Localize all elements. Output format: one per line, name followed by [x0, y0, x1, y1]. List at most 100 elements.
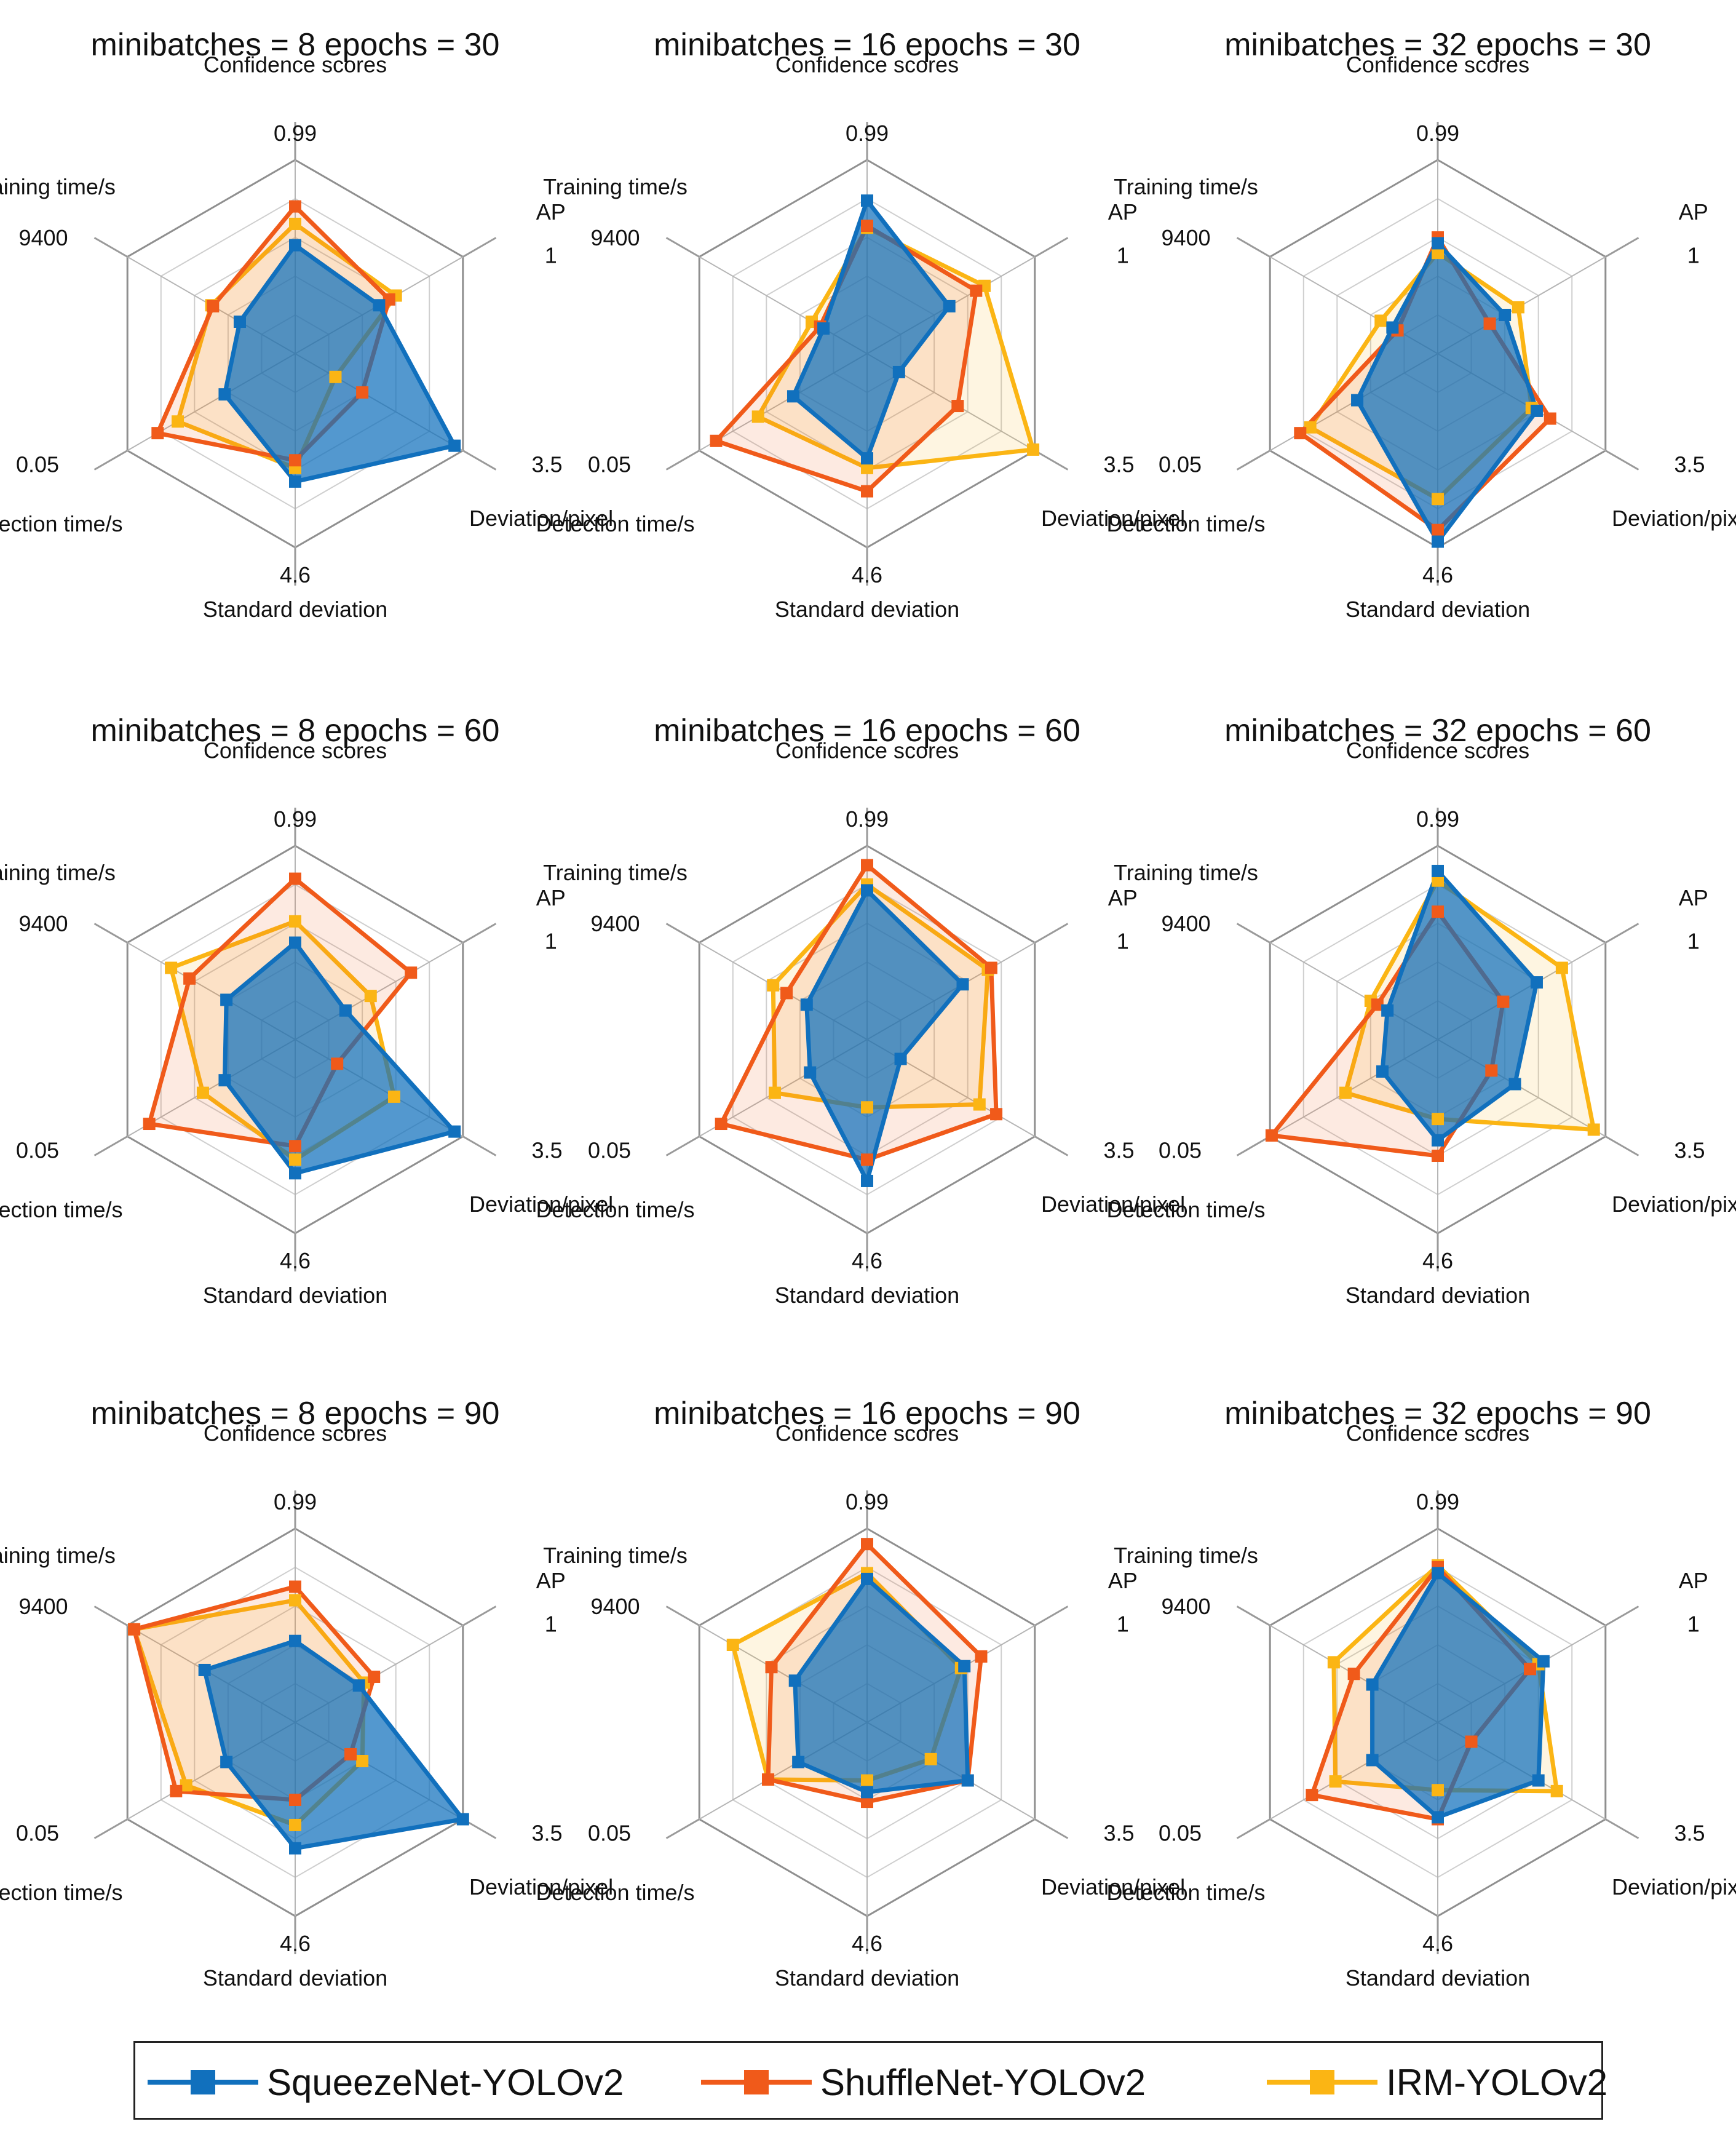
marker-shufflenet-stddev: [289, 1794, 301, 1806]
axis-max-deviation: 3.5: [1103, 1138, 1134, 1163]
marker-squeezenet-detection-time: [804, 1066, 817, 1079]
marker-squeezenet-training-time: [1381, 1004, 1394, 1017]
marker-squeezenet-deviation: [894, 1052, 907, 1065]
axis-label-deviation: Deviation/pixel: [469, 506, 613, 531]
marker-shufflenet-confidence: [289, 872, 301, 885]
axis-max-deviation: 3.5: [1674, 452, 1705, 477]
marker-shufflenet-ap: [975, 1650, 988, 1663]
axis-extension: [665, 1605, 700, 1626]
axis-max-confidence: 0.99: [1416, 806, 1459, 832]
marker-shufflenet-detection-time: [1294, 427, 1307, 440]
axis-label-confidence: Confidence scores: [775, 738, 959, 763]
axis-label-detection-time: Detection time/s: [536, 511, 694, 536]
marker-irm-training-time: [726, 1639, 739, 1651]
axis-label-deviation: Deviation/pixel: [1041, 1191, 1185, 1217]
marker-shufflenet-deviation: [356, 386, 369, 399]
marker-irm-training-time: [1327, 1656, 1340, 1669]
axis-max-ap: 1: [1117, 1611, 1129, 1636]
marker-irm-deviation: [1027, 443, 1040, 456]
axis-label-confidence: Confidence scores: [775, 52, 959, 78]
legend-label-squeezenet: SqueezeNet-YOLOv2: [267, 2061, 624, 2103]
marker-irm-stddev: [1432, 1784, 1444, 1797]
axis-max-stddev: 4.6: [1422, 1248, 1453, 1273]
axis-label-deviation: Deviation/pixel: [1612, 1191, 1736, 1217]
axis-label-detection-time: Detection time/s: [1106, 1880, 1265, 1905]
marker-irm-stddev: [861, 1774, 873, 1787]
marker-squeezenet-ap: [1537, 1655, 1550, 1668]
axis-max-ap: 1: [545, 1611, 557, 1636]
legend-item-irm: IRM-YOLOv2: [1267, 2043, 1607, 2122]
marker-irm-detection-time: [751, 410, 764, 423]
marker-squeezenet-ap: [339, 1004, 352, 1017]
axis-extension: [665, 450, 700, 471]
marker-shufflenet-detection-time: [762, 1773, 775, 1786]
axis-label-detection-time: Detection time/s: [536, 1880, 694, 1905]
marker-irm-deviation: [924, 1752, 937, 1765]
marker-shufflenet-confidence: [861, 859, 873, 872]
axis-max-detection-time: 0.05: [588, 452, 631, 477]
marker-shufflenet-training-time: [128, 1623, 141, 1636]
marker-irm-stddev: [289, 1818, 301, 1831]
marker-shufflenet-deviation: [1544, 412, 1556, 425]
axis-max-training-time: 9400: [590, 1594, 640, 1619]
marker-irm-confidence: [289, 1594, 301, 1607]
marker-squeezenet-confidence: [1432, 864, 1444, 877]
axis-max-training-time: 9400: [590, 911, 640, 936]
marker-shufflenet-detection-time: [710, 434, 723, 447]
axis-extension: [462, 237, 497, 258]
axis-max-ap: 1: [1687, 1611, 1700, 1636]
axis-extension: [462, 1136, 497, 1156]
axis-label-training-time: Training time/s: [1114, 174, 1258, 199]
axis-max-training-time: 9400: [18, 225, 68, 250]
marker-squeezenet-training-time: [1366, 1678, 1379, 1691]
axis-label-detection-time: Detection time/s: [1106, 1197, 1265, 1222]
marker-squeezenet-training-time: [198, 1663, 211, 1676]
axis-max-stddev: 4.6: [852, 1931, 882, 1956]
marker-irm-confidence: [289, 217, 301, 230]
marker-squeezenet-stddev: [1432, 1134, 1444, 1147]
chart-title: minibatches = 16 epochs = 90: [654, 1396, 1080, 1431]
marker-shufflenet-ap: [1483, 317, 1496, 330]
axis-max-stddev: 4.6: [280, 1931, 311, 1956]
marker-squeezenet-stddev: [861, 1174, 873, 1187]
axis-label-deviation: Deviation/pixel: [1041, 506, 1185, 531]
marker-irm-ap: [364, 990, 377, 1003]
axis-label-stddev: Standard deviation: [1346, 597, 1530, 622]
axis-label-training-time: Training time/s: [0, 1543, 116, 1568]
axis-max-deviation: 3.5: [531, 452, 562, 477]
marker-squeezenet-training-time: [233, 316, 246, 328]
axis-max-ap: 1: [1687, 928, 1700, 953]
axis-label-stddev: Standard deviation: [1346, 1965, 1530, 1991]
axis-label-ap: AP: [1679, 885, 1708, 910]
marker-squeezenet-confidence: [1432, 1567, 1444, 1580]
axis-max-confidence: 0.99: [846, 1489, 889, 1514]
legend-swatch-squeezenet: [148, 2070, 258, 2094]
marker-shufflenet-deviation: [951, 400, 964, 413]
axis-max-detection-time: 0.05: [1159, 1821, 1202, 1846]
marker-irm-training-time: [165, 961, 178, 974]
marker-irm-training-time: [767, 979, 780, 992]
chart-title: minibatches = 32 epochs = 60: [1224, 713, 1651, 749]
marker-squeezenet-confidence: [289, 1634, 301, 1647]
axis-label-confidence: Confidence scores: [204, 52, 387, 78]
axis-extension: [93, 1605, 128, 1626]
marker-squeezenet-ap: [352, 1679, 365, 1692]
marker-squeezenet-detection-time: [1376, 1065, 1389, 1078]
axis-label-deviation: Deviation/pixel: [1041, 1874, 1185, 1899]
marker-irm-stddev: [1432, 493, 1444, 506]
axis-extension: [462, 1605, 497, 1626]
marker-squeezenet-detection-time: [218, 1074, 231, 1087]
axis-label-confidence: Confidence scores: [1346, 1421, 1529, 1446]
axis-max-deviation: 3.5: [1103, 452, 1134, 477]
axis-extension: [1605, 1136, 1639, 1156]
marker-shufflenet-ap: [382, 293, 395, 306]
marker-shufflenet-deviation: [1485, 1064, 1498, 1077]
legend-label-irm: IRM-YOLOv2: [1386, 2061, 1608, 2103]
marker-shufflenet-stddev: [289, 454, 301, 467]
axis-extension: [1034, 1136, 1069, 1156]
axis-extension: [1236, 1818, 1270, 1839]
axis-extension: [462, 450, 497, 471]
marker-irm-detection-time: [768, 1086, 781, 1099]
